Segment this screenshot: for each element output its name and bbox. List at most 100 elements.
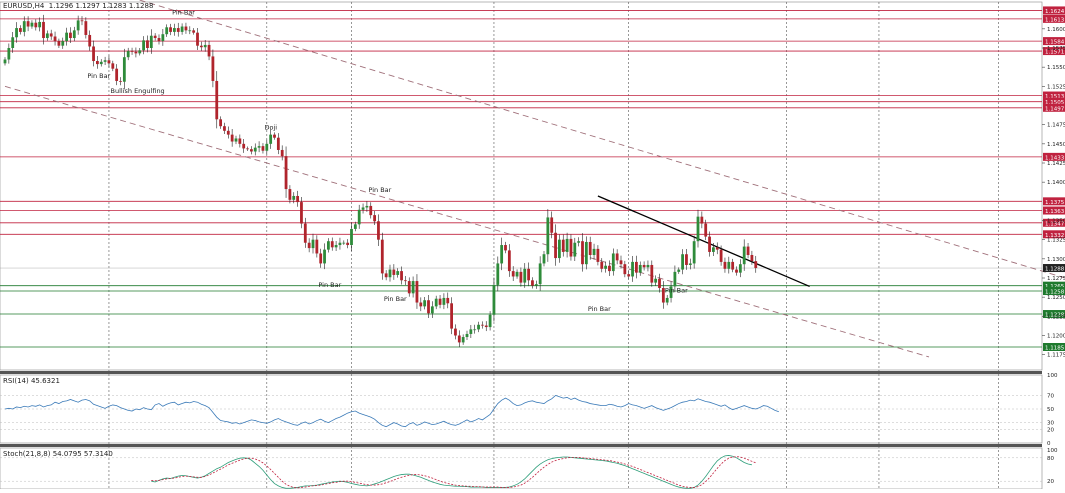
candle-body xyxy=(443,298,446,305)
candle-body xyxy=(138,50,141,53)
candle-body xyxy=(727,262,730,269)
candle-body xyxy=(42,22,45,38)
candle-body xyxy=(227,131,230,135)
price-tick-label: 1.1450 xyxy=(1047,142,1065,148)
rsi-level-label: 20 xyxy=(1047,427,1054,433)
candle-body xyxy=(593,249,596,255)
support-level-tag-label: 1.1185 xyxy=(1045,346,1065,352)
candle-body xyxy=(500,245,503,263)
candle-body xyxy=(608,266,611,271)
candle-body xyxy=(31,23,34,27)
candle-body xyxy=(581,241,584,264)
candle-body xyxy=(381,240,384,274)
candle-body xyxy=(643,265,646,267)
candle-body xyxy=(188,30,191,31)
candle-body xyxy=(173,28,176,32)
candle-body xyxy=(697,217,700,242)
candle-body xyxy=(254,148,257,152)
candle-body xyxy=(635,262,638,273)
candle-body xyxy=(131,51,134,52)
candle-body xyxy=(84,21,87,35)
candle-body xyxy=(308,243,311,248)
resistance-level-tag-label: 1.1497 xyxy=(1045,106,1065,112)
pattern-annotation: Pin Bar xyxy=(172,8,195,16)
candle-body xyxy=(15,28,18,37)
pattern-annotation: Pin Bar xyxy=(318,281,341,289)
candle-body xyxy=(400,271,403,280)
price-tick-label: 1.1425 xyxy=(1047,161,1065,167)
candle-body xyxy=(570,239,573,257)
candle-body xyxy=(219,119,222,126)
candle-body xyxy=(181,27,184,32)
candle-body xyxy=(281,150,284,156)
rsi-level-label: 70 xyxy=(1047,393,1054,399)
candle-body xyxy=(412,281,415,293)
candle-body xyxy=(747,247,750,255)
stoch-level-label: 20 xyxy=(1047,479,1054,485)
candle-body xyxy=(720,250,723,262)
candle-body xyxy=(589,242,592,255)
candle-body xyxy=(250,149,253,151)
candle-body xyxy=(319,253,322,263)
candle-body xyxy=(158,38,161,41)
candle-body xyxy=(115,69,118,81)
candle-body xyxy=(458,336,461,343)
candle-body xyxy=(119,81,122,82)
candle-body xyxy=(485,326,488,328)
candle-body xyxy=(716,247,719,249)
price-tick-label: 1.1275 xyxy=(1047,276,1065,282)
candle-body xyxy=(612,253,615,271)
candle-body xyxy=(704,224,707,237)
candle-body xyxy=(743,247,746,265)
candle-body xyxy=(377,221,380,239)
candle-body xyxy=(88,35,91,47)
candle-body xyxy=(469,329,472,334)
candle-body xyxy=(543,254,546,263)
candle-body xyxy=(477,325,480,330)
candle-body xyxy=(269,135,272,144)
candle-body xyxy=(623,264,626,274)
candle-body xyxy=(604,266,607,269)
candle-body xyxy=(504,245,507,250)
candle-body xyxy=(323,250,326,264)
candle-body xyxy=(212,56,215,81)
symbol-timeframe: EURUSD,H4 xyxy=(3,2,44,10)
candle-body xyxy=(304,224,307,243)
candle-body xyxy=(523,269,526,283)
candle-body xyxy=(346,243,349,245)
candle-body xyxy=(331,241,334,247)
candle-body xyxy=(50,33,53,36)
candle-body xyxy=(435,299,438,307)
candle-body xyxy=(427,300,430,313)
candle-body xyxy=(597,249,600,262)
candle-body xyxy=(700,217,703,224)
candle-body xyxy=(223,126,226,131)
candle-body xyxy=(585,242,588,264)
price-tick-label: 1.1200 xyxy=(1047,334,1065,340)
candle-body xyxy=(681,254,684,269)
candle-body xyxy=(296,196,299,202)
rsi-level-label: 30 xyxy=(1047,421,1054,427)
candle-body xyxy=(639,265,642,273)
candle-body xyxy=(231,135,234,142)
candle-body xyxy=(416,281,419,302)
symbol-header: EURUSD,H4 1.1296 1.1297 1.1283 1.1288 xyxy=(3,2,153,10)
candle-body xyxy=(600,262,603,269)
candle-body xyxy=(58,41,61,46)
candle-body xyxy=(246,148,249,149)
resistance-level-tag-label: 1.1584 xyxy=(1045,40,1065,46)
candle-body xyxy=(466,334,469,337)
pattern-annotation: Pin Bar xyxy=(384,295,407,303)
candle-body xyxy=(462,337,465,342)
rsi-label: RSI(14) 45.6321 xyxy=(3,377,60,385)
candle-body xyxy=(265,144,268,151)
candle-body xyxy=(358,210,361,225)
candle-body xyxy=(493,285,496,315)
candle-body xyxy=(34,23,37,28)
candle-body xyxy=(273,135,276,138)
candle-body xyxy=(373,215,376,221)
candle-body xyxy=(366,206,369,208)
candle-body xyxy=(708,237,711,252)
candle-body xyxy=(104,60,107,62)
